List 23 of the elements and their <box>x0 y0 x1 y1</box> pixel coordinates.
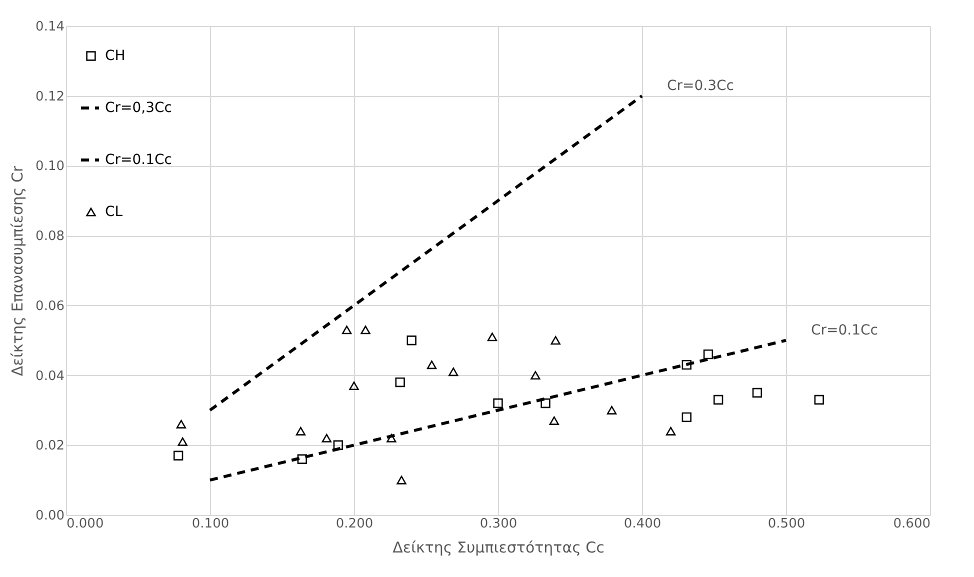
y-tick-label: 0.00 <box>36 508 64 524</box>
y-tick-label: 0.14 <box>36 20 64 34</box>
x-tick-label: 0.500 <box>768 516 806 532</box>
legend-label: Cr=0.1Cc <box>105 152 172 168</box>
x-tick-label: 0.300 <box>480 516 518 532</box>
y-tick-label: 0.08 <box>36 229 64 244</box>
x-tick-label: 0.200 <box>336 516 374 532</box>
x-tick-label: 0.000 <box>66 516 104 532</box>
legend-label: CH <box>105 48 126 64</box>
y-tick-label: 0.06 <box>36 298 64 314</box>
x-axis-title: Δείκτης Συμπιεστότητας Cc <box>392 538 604 556</box>
annotation: Cr=0.3Cc <box>667 78 734 94</box>
y-axis-title: Δείκτης Επανασυμπίεσης Cr <box>8 165 27 376</box>
y-tick-label: 0.12 <box>36 89 64 104</box>
y-tick-label: 0.04 <box>36 368 64 384</box>
annotation: Cr=0.1Cc <box>811 322 878 338</box>
legend-label: CL <box>105 204 123 220</box>
legend-label: Cr=0,3Cc <box>105 100 172 116</box>
x-tick-label: 0.600 <box>893 516 930 532</box>
x-tick-label: 0.400 <box>624 516 662 532</box>
y-tick-label: 0.02 <box>36 438 64 454</box>
x-tick-label: 0.100 <box>192 516 230 532</box>
y-tick-label: 0.10 <box>36 159 64 174</box>
